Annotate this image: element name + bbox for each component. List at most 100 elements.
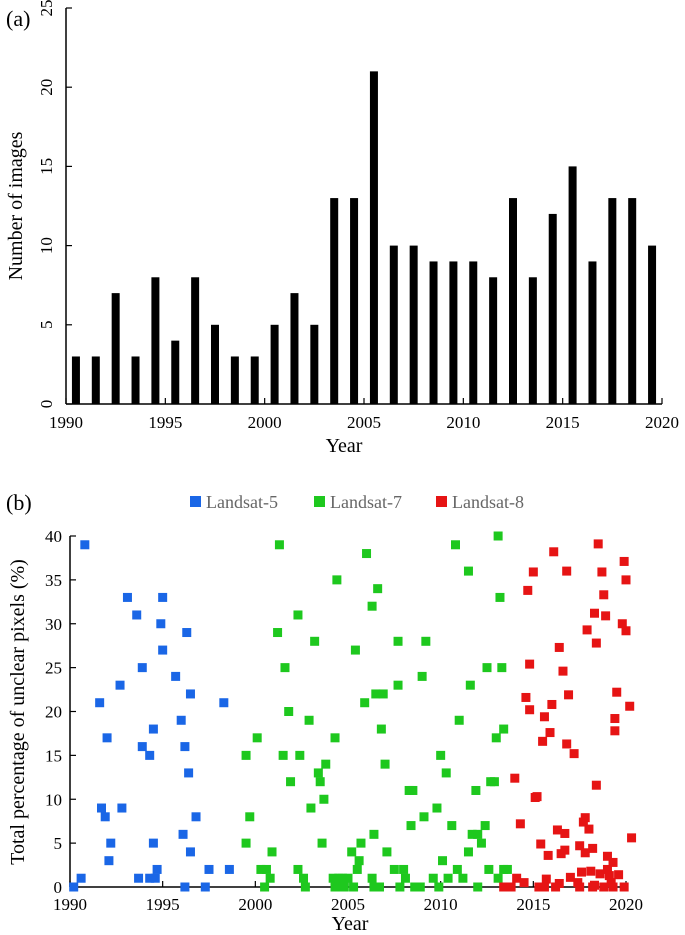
panel-a-y-tick-label: 25 (37, 0, 56, 17)
point (137, 742, 147, 752)
bar-1992 (111, 293, 120, 404)
panel-b-y-tick-label: 25 (45, 659, 62, 678)
point (300, 882, 310, 892)
point (148, 724, 158, 734)
point (339, 882, 349, 892)
point (588, 843, 598, 853)
point (447, 821, 457, 831)
point (100, 812, 110, 822)
panel-a-x-tick-label: 2020 (645, 413, 679, 432)
point (441, 768, 451, 778)
point (491, 733, 501, 743)
point (313, 768, 323, 778)
legend-marker (190, 496, 201, 507)
bar-2013 (528, 277, 537, 404)
point (97, 803, 107, 813)
point (252, 733, 262, 743)
bar-1991 (91, 356, 100, 404)
point (619, 556, 629, 566)
point (617, 619, 627, 629)
legend-label: Landsat-7 (330, 492, 402, 512)
point (176, 715, 186, 725)
point (593, 539, 603, 549)
point (463, 566, 473, 576)
panel-a-x-tick-label: 1995 (148, 413, 182, 432)
series-landsat-7 (241, 531, 514, 892)
point (458, 873, 468, 883)
point (558, 666, 568, 676)
point (554, 642, 564, 652)
series-landsat-5 (69, 540, 234, 892)
point (539, 712, 549, 722)
point (102, 733, 112, 743)
point (395, 882, 405, 892)
point (373, 584, 383, 594)
panel-a-x-tick-label: 2010 (446, 413, 480, 432)
legend-item-landsat-5: Landsat-5 (190, 492, 278, 512)
point (480, 821, 490, 831)
point (371, 689, 381, 699)
point (354, 856, 364, 866)
series-landsat-8 (499, 539, 637, 892)
point (293, 610, 303, 620)
point (443, 873, 453, 883)
bar-2000 (270, 324, 279, 404)
panel-a-y-tick-label: 0 (37, 400, 56, 409)
legend-marker (436, 496, 447, 507)
point (224, 864, 234, 874)
legend-label: Landsat-5 (206, 492, 278, 512)
point (332, 575, 342, 585)
point (306, 803, 316, 813)
point (467, 829, 477, 839)
point (152, 864, 162, 874)
bar-1998 (230, 356, 239, 404)
bar-2011 (489, 277, 498, 404)
point (260, 882, 270, 892)
point (610, 714, 620, 724)
legend-marker (314, 496, 325, 507)
bar-2017 (608, 198, 617, 404)
point (591, 780, 601, 790)
point (408, 785, 418, 795)
panel-b-x-tick-label: 1990 (53, 895, 87, 914)
point (493, 873, 503, 883)
point (597, 567, 607, 577)
panel-a-y-tick-label: 20 (37, 79, 56, 96)
point (150, 873, 160, 883)
panel-b-y-tick-label: 5 (54, 834, 63, 853)
point (599, 882, 609, 892)
point (539, 882, 549, 892)
point (499, 882, 509, 892)
point (410, 882, 420, 892)
point (328, 873, 338, 883)
point (265, 873, 275, 883)
point (621, 575, 631, 585)
bar-1994 (151, 277, 160, 404)
legend-label: Landsat-8 (452, 492, 524, 512)
point (506, 882, 516, 892)
point (415, 882, 425, 892)
point (610, 726, 620, 736)
bar-2018 (628, 198, 637, 404)
point (608, 882, 618, 892)
point (599, 590, 609, 600)
bar-2016 (588, 261, 597, 404)
point (495, 592, 505, 602)
point (284, 707, 294, 716)
bar-2008 (429, 261, 438, 404)
panel-a-y-tick-label: 10 (37, 237, 56, 254)
point (369, 882, 379, 892)
point (521, 692, 531, 702)
point (299, 873, 309, 883)
point (362, 549, 372, 559)
bar-1995 (171, 340, 180, 404)
point (304, 715, 314, 725)
panel-b-x-tick-label: 2000 (238, 895, 272, 914)
panel-a-x-tick-label: 2005 (347, 413, 381, 432)
panel-b-y-tick-label: 15 (45, 746, 62, 765)
point (156, 619, 166, 629)
point (145, 750, 155, 760)
bar-2004 (350, 198, 359, 404)
point (330, 882, 340, 892)
